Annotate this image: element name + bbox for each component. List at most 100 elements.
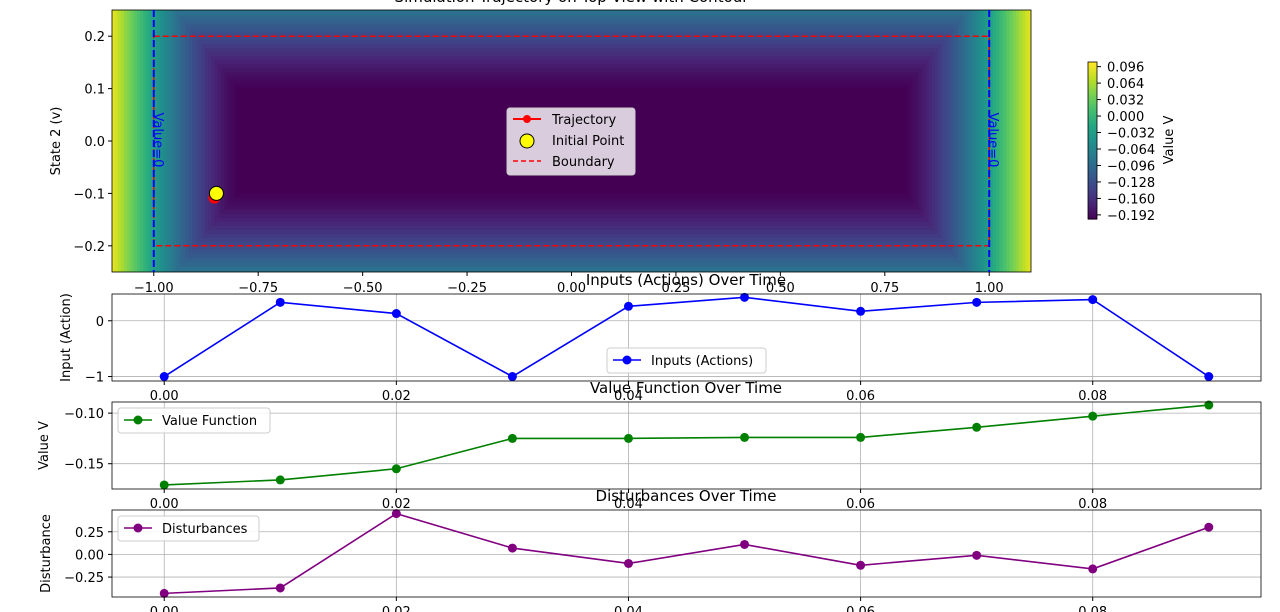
data-point xyxy=(856,432,866,442)
colorbar-segment xyxy=(1088,161,1097,165)
legend-marker xyxy=(133,415,143,425)
x-tick-label: 0.00 xyxy=(150,497,179,512)
colorbar-segment xyxy=(1088,166,1097,170)
x-tick-label: 0.00 xyxy=(150,389,179,404)
x-tick-label: 0.06 xyxy=(846,389,875,404)
legend-label: Initial Point xyxy=(552,134,624,149)
x-tick-label: 0.02 xyxy=(382,389,411,404)
data-point xyxy=(159,480,169,490)
x-tick-label: 0.08 xyxy=(1078,605,1107,612)
colorbar-segment xyxy=(1088,75,1097,79)
y-tick-label: 0.2 xyxy=(84,30,105,45)
colorbar-segment xyxy=(1088,80,1097,84)
colorbar-segment xyxy=(1088,177,1097,181)
colorbar-tick-label: 0.096 xyxy=(1107,61,1144,76)
colorbar-segment xyxy=(1088,88,1097,92)
y-tick-label: −0.25 xyxy=(64,571,104,586)
chart-title: Disturbances Over Time xyxy=(596,487,777,505)
colorbar-tick-label: 0.064 xyxy=(1107,77,1144,92)
value-field xyxy=(112,10,1031,272)
colorbar-tick-label: −0.064 xyxy=(1107,143,1155,158)
x-tick-label: 0.00 xyxy=(150,605,179,612)
x-tick-label: 0.25 xyxy=(661,281,690,296)
legend: Trajectory Initial Point Boundary xyxy=(506,107,636,176)
data-point xyxy=(507,543,517,553)
legend: Value Function xyxy=(117,407,271,434)
colorbar-segment xyxy=(1088,140,1097,144)
colorbar-segment xyxy=(1088,69,1097,74)
colorbar-tick-label: −0.032 xyxy=(1107,127,1155,142)
colorbar-segment xyxy=(1088,198,1097,202)
colorbar-segment xyxy=(1088,62,1097,66)
data-point xyxy=(1088,564,1098,574)
y-tick-label: 0 xyxy=(96,315,104,330)
colorbar-frame xyxy=(1087,61,1098,220)
data-point xyxy=(623,433,633,443)
y-axis-label: Input (Action) xyxy=(59,293,74,382)
colorbar-tick-label: −0.096 xyxy=(1107,159,1155,174)
legend-label: Disturbances xyxy=(162,522,248,537)
data-point xyxy=(856,306,866,316)
colorbar-segment xyxy=(1088,85,1097,89)
legend-box xyxy=(606,347,767,374)
data-point xyxy=(856,560,866,570)
y-tick-label: −1 xyxy=(85,371,104,386)
colorbar-segment xyxy=(1088,156,1097,160)
data-point xyxy=(159,588,169,598)
data-point xyxy=(1088,411,1098,421)
legend-initial-marker xyxy=(519,133,535,149)
series-line xyxy=(164,404,1209,486)
x-tick-label: −0.75 xyxy=(238,281,278,296)
data-point xyxy=(972,297,982,307)
colorbar-segment xyxy=(1088,190,1097,194)
colorbar-segment xyxy=(1088,82,1097,87)
legend-label: Inputs (Actions) xyxy=(651,354,753,369)
data-point xyxy=(391,464,401,474)
axes-frame xyxy=(111,509,1262,598)
y-tick-label: −0.15 xyxy=(64,458,104,473)
colorbar-segment xyxy=(1088,195,1097,199)
data-point xyxy=(1088,295,1098,305)
colorbar-segment xyxy=(1088,208,1097,212)
colorbar-tick-label: −0.192 xyxy=(1107,209,1155,224)
y-tick-label: 0.25 xyxy=(75,526,104,541)
x-tick-label: 0.75 xyxy=(870,281,899,296)
y-tick-label: 0.0 xyxy=(84,135,105,150)
colorbar-segment xyxy=(1088,77,1097,81)
data-point xyxy=(623,558,633,568)
line-panel-3: 0.00 0.02 0.04 0.06 0.08 0.25 0.00 −0.25 Disturb… xyxy=(39,487,1262,612)
legend-marker xyxy=(133,523,143,533)
data-point xyxy=(1204,400,1214,410)
chart-title: Value Function Over Time xyxy=(590,379,782,397)
legend-box xyxy=(117,515,260,542)
colorbar-segment xyxy=(1088,67,1097,71)
colorbar-segment xyxy=(1088,119,1097,123)
colorbar-tick-label: 0.032 xyxy=(1107,94,1144,109)
series-line xyxy=(163,296,1210,378)
colorbar-segment xyxy=(1088,174,1097,178)
data-point xyxy=(1204,522,1214,532)
colorbar-segment xyxy=(1088,127,1097,131)
colorbar-segment xyxy=(1088,171,1097,176)
legend-box xyxy=(117,407,271,434)
colorbar-segment xyxy=(1088,145,1097,149)
colorbar-segment xyxy=(1088,211,1097,215)
colorbar-segment xyxy=(1088,111,1097,115)
data-point xyxy=(740,432,750,442)
data-point xyxy=(507,372,517,382)
legend: Disturbances xyxy=(117,515,260,542)
x-tick-label: −1.00 xyxy=(134,281,174,296)
axes-frame xyxy=(111,401,1262,490)
data-point xyxy=(507,433,517,443)
colorbar-segment xyxy=(1088,213,1097,217)
axes-frame xyxy=(111,293,1262,382)
value-zero-label: Value=0 xyxy=(985,113,1000,168)
colorbar-segment xyxy=(1088,93,1097,97)
colorbar-segment xyxy=(1088,153,1097,157)
colorbar-segment xyxy=(1088,101,1097,105)
data-point xyxy=(740,292,750,302)
data-point xyxy=(972,422,982,432)
x-tick-label: 0.02 xyxy=(382,605,411,612)
